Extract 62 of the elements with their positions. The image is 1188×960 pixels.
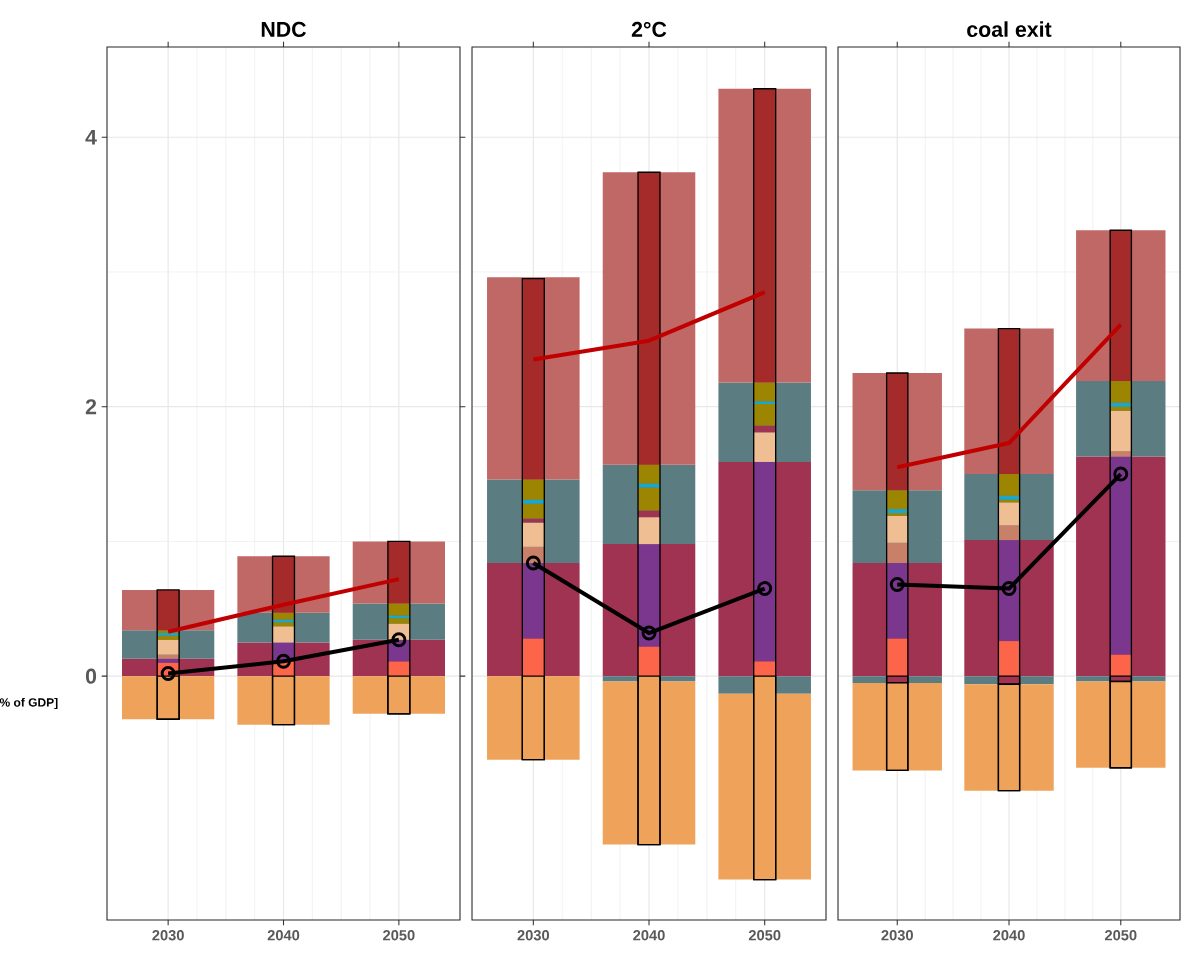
bar (638, 510, 660, 518)
bar (157, 639, 180, 655)
bar (1110, 230, 1132, 382)
bar (998, 474, 1020, 496)
bar (522, 479, 545, 500)
x-tick-label: 2040 (633, 930, 665, 941)
bar (753, 382, 776, 402)
bar (1110, 456, 1132, 655)
y-tick-label: 4 (85, 129, 97, 145)
chart-title: NDC (261, 21, 307, 37)
x-tick-label: 2050 (1104, 930, 1137, 941)
x-tick-label: 2040 (993, 930, 1025, 941)
y-axis-title: % of GDP] (0, 697, 58, 710)
bar (272, 612, 295, 620)
bar (387, 618, 410, 624)
bar (998, 525, 1020, 541)
bar (522, 522, 545, 547)
x-tick-label: 2030 (881, 930, 913, 941)
bar (1110, 451, 1132, 457)
x-tick-label: 2030 (152, 930, 184, 941)
chart-title: coal exit (967, 21, 1052, 37)
bar (886, 638, 908, 677)
bar (886, 509, 908, 514)
bar (1110, 381, 1132, 403)
bar (998, 641, 1020, 677)
bar (998, 495, 1020, 500)
y-tick-label: 2 (85, 399, 97, 415)
bar (157, 654, 180, 659)
bar (387, 603, 410, 616)
bar (886, 542, 908, 563)
x-tick-label: 2030 (517, 930, 550, 941)
bar (522, 638, 545, 677)
bar (638, 517, 660, 545)
bar (272, 626, 295, 643)
chart-title: 2°C (631, 21, 667, 37)
bar (522, 503, 545, 519)
bar (753, 461, 776, 662)
bar (886, 373, 908, 491)
bar (886, 490, 908, 510)
bar (753, 404, 776, 426)
bar (1110, 406, 1132, 411)
bar (272, 622, 295, 627)
bar (753, 661, 776, 677)
bar (638, 172, 660, 465)
bar (753, 88, 776, 383)
bar (998, 502, 1020, 526)
y-tick-label: 0 (85, 668, 97, 684)
x-tick-label: 2050 (748, 930, 781, 941)
bar (1110, 410, 1132, 452)
x-tick-label: 2040 (267, 930, 300, 941)
x-tick-label: 2050 (383, 930, 415, 941)
bar (157, 635, 180, 640)
bar (638, 483, 660, 488)
bar (886, 515, 908, 543)
bar (753, 401, 776, 404)
bar (1110, 402, 1132, 407)
bar (157, 658, 180, 663)
bar (522, 278, 545, 480)
bar (753, 432, 776, 462)
bar (522, 518, 545, 523)
bar (886, 513, 908, 516)
bar (522, 499, 545, 504)
